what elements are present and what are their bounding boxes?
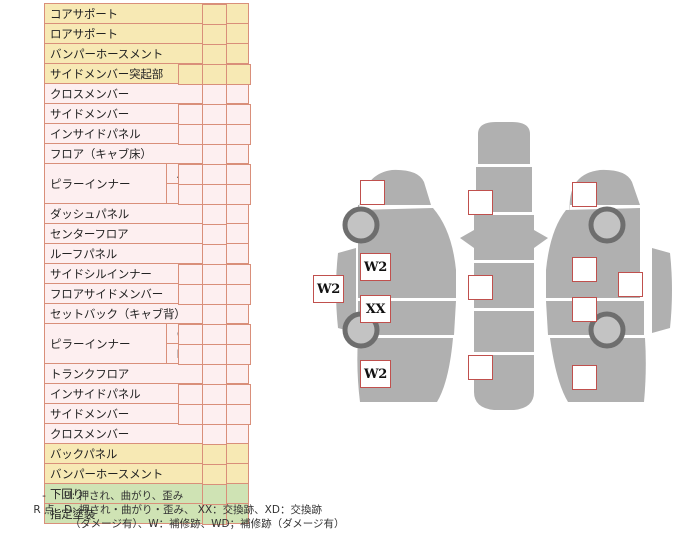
damage-cell[interactable] — [202, 404, 227, 425]
damage-mark-grid — [178, 4, 251, 525]
row-label-merged: ピラーインナー — [44, 323, 167, 364]
damage-cell[interactable] — [202, 384, 227, 405]
damage-cell[interactable] — [178, 404, 203, 425]
damage-cell[interactable] — [226, 184, 251, 205]
vehicle-damage-diagram: W2 W2 XX W2 — [300, 120, 692, 430]
damage-cell[interactable] — [178, 184, 203, 205]
damage-cell[interactable] — [226, 344, 251, 365]
damage-cell[interactable] — [178, 384, 203, 405]
table-row: フロア（キャブ床） — [44, 143, 249, 164]
table-row: クロスメンバー — [44, 423, 249, 444]
damage-cell[interactable] — [178, 344, 203, 365]
inspection-table: コアサポート ロアサポート バンパーホースメント サイドメンバー突起部 クロスメンバーサ… — [44, 3, 249, 524]
legend-value-u: U: 押され、曲がり、歪み — [64, 490, 184, 502]
damage-mark-left-top-blank[interactable] — [360, 180, 385, 205]
damage-cell[interactable] — [202, 124, 227, 145]
damage-cell[interactable] — [226, 264, 251, 285]
damage-cell[interactable] — [226, 104, 251, 125]
damage-cell[interactable] — [226, 324, 251, 345]
damage-cell[interactable] — [202, 224, 227, 245]
row-label: 指定塗装 — [44, 503, 249, 524]
damage-cell[interactable] — [202, 104, 227, 125]
row-label: バンパーホースメント — [44, 463, 249, 484]
wheel-icons — [342, 206, 626, 349]
row-label: クロスメンバー — [44, 423, 249, 444]
damage-cell[interactable] — [202, 204, 227, 225]
damage-cell[interactable] — [202, 4, 227, 25]
damage-cell[interactable] — [202, 164, 227, 185]
damage-cell[interactable] — [202, 284, 227, 305]
damage-mark-right-outer-blank[interactable] — [618, 272, 643, 297]
damage-mark-right-upper-blank[interactable] — [572, 257, 597, 282]
damage-mark-center-top-blank[interactable] — [468, 190, 493, 215]
legend-row-3: （ダメージ有）、W：補修跡、WD；補修跡（ダメージ有） — [70, 518, 345, 530]
damage-cell[interactable] — [202, 444, 227, 465]
damage-cell[interactable] — [202, 364, 227, 385]
damage-cell[interactable] — [202, 264, 227, 285]
damage-cell[interactable] — [226, 384, 251, 405]
damage-cell[interactable] — [178, 284, 203, 305]
damage-cell[interactable] — [226, 64, 251, 85]
damage-mark-right-mid-blank[interactable] — [572, 297, 597, 322]
row-label: バンパーホースメント — [44, 43, 249, 64]
damage-mark-left-mid-xx[interactable]: XX — [360, 295, 391, 323]
damage-cell[interactable] — [202, 424, 227, 445]
damage-cell[interactable] — [202, 304, 227, 325]
damage-cell[interactable] — [178, 124, 203, 145]
legend-row-2: R 点 D: 押され・曲がり・歪み、 XX：交換跡、XD：交換跡 — [24, 503, 345, 517]
damage-mark-right-top-blank[interactable] — [572, 182, 597, 207]
damage-cell[interactable] — [202, 44, 227, 65]
legend-key-rpoint: R 点 — [33, 504, 55, 516]
damage-cell[interactable] — [178, 64, 203, 85]
left-vehicle-side-view — [336, 169, 456, 402]
legend-value-d: D: 押され・曲がり・歪み、 XX：交換跡、XD：交換跡 — [64, 504, 322, 516]
damage-cell[interactable] — [178, 104, 203, 125]
damage-cell[interactable] — [202, 344, 227, 365]
table-row: バンパーホースメント — [44, 463, 249, 484]
table-row: 指定塗装 — [44, 503, 249, 524]
damage-mark-center-bottom-blank[interactable] — [468, 355, 493, 380]
legend: - U: 押され、曲がり、歪み R 点 D: 押され・曲がり・歪み、 XX：交換… — [24, 489, 345, 531]
row-label: ダッシュパネル — [44, 203, 249, 224]
legend-key-dash: - — [42, 490, 46, 502]
damage-cell[interactable] — [202, 64, 227, 85]
damage-cell[interactable] — [226, 164, 251, 185]
damage-cell[interactable] — [202, 464, 227, 485]
damage-cell[interactable] — [226, 404, 251, 425]
table-row: ダッシュパネル — [44, 203, 249, 224]
legend-row-1: - U: 押され、曲がり、歪み — [24, 489, 345, 503]
row-label-merged: ピラーインナー — [44, 163, 167, 204]
table-row: ロアサポート — [44, 23, 249, 44]
table-row: バンパーホースメント — [44, 43, 249, 64]
damage-cell[interactable] — [202, 324, 227, 345]
damage-cell[interactable] — [178, 164, 203, 185]
damage-mark-center-mid-blank[interactable] — [468, 275, 493, 300]
damage-cell[interactable] — [202, 504, 227, 525]
damage-mark-left-lower-w2[interactable]: W2 — [360, 360, 391, 388]
damage-cell[interactable] — [202, 84, 227, 105]
row-label: フロア（キャブ床） — [44, 143, 249, 164]
damage-mark-left-outer-w2[interactable]: W2 — [313, 275, 344, 303]
row-label: ロアサポート — [44, 23, 249, 44]
damage-cell[interactable] — [178, 264, 203, 285]
table-row: セットバック（キャブ背） — [44, 303, 249, 324]
damage-cell[interactable] — [226, 124, 251, 145]
damage-cell[interactable] — [202, 184, 227, 205]
damage-cell[interactable] — [202, 244, 227, 265]
damage-cell[interactable] — [202, 144, 227, 165]
row-label: セットバック（キャブ背） — [44, 303, 249, 324]
damage-mark-right-lower-blank[interactable] — [572, 365, 597, 390]
right-vehicle-side-view — [546, 169, 672, 402]
damage-mark-left-upper-w2[interactable]: W2 — [360, 253, 391, 281]
damage-cell[interactable] — [226, 284, 251, 305]
damage-cell[interactable] — [202, 24, 227, 45]
damage-cell[interactable] — [178, 324, 203, 345]
